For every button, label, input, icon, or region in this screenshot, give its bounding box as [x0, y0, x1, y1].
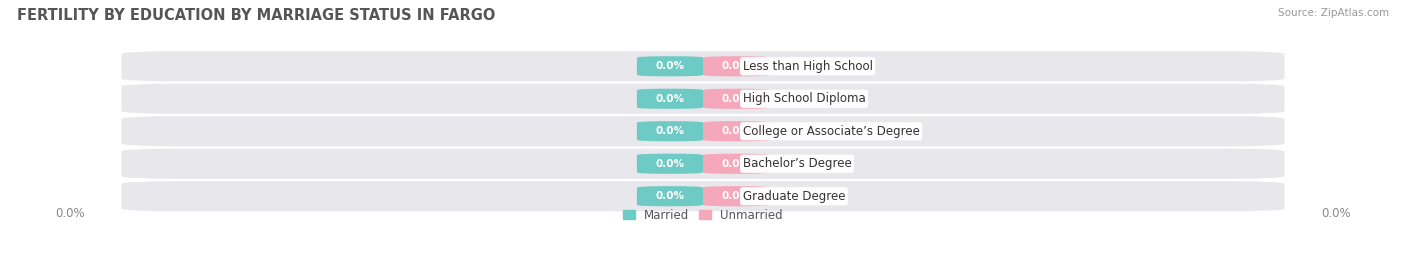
FancyBboxPatch shape [121, 181, 1285, 211]
Text: 0.0%: 0.0% [721, 61, 751, 71]
FancyBboxPatch shape [637, 89, 703, 109]
Text: 0.0%: 0.0% [721, 126, 751, 136]
Text: 0.0%: 0.0% [655, 94, 685, 104]
Text: 0.0%: 0.0% [721, 94, 751, 104]
Text: 0.0%: 0.0% [1322, 207, 1351, 220]
Text: Graduate Degree: Graduate Degree [742, 190, 845, 203]
FancyBboxPatch shape [121, 51, 1285, 82]
FancyBboxPatch shape [637, 186, 703, 206]
FancyBboxPatch shape [121, 149, 1285, 179]
Text: 0.0%: 0.0% [721, 191, 751, 201]
FancyBboxPatch shape [637, 154, 703, 174]
Text: Source: ZipAtlas.com: Source: ZipAtlas.com [1278, 8, 1389, 18]
Text: College or Associate’s Degree: College or Associate’s Degree [742, 125, 920, 138]
FancyBboxPatch shape [637, 121, 703, 141]
Legend: Married, Unmarried: Married, Unmarried [623, 208, 783, 222]
Text: 0.0%: 0.0% [655, 61, 685, 71]
FancyBboxPatch shape [703, 89, 769, 109]
FancyBboxPatch shape [637, 56, 703, 76]
FancyBboxPatch shape [703, 56, 769, 76]
Text: 0.0%: 0.0% [655, 191, 685, 201]
FancyBboxPatch shape [703, 186, 769, 206]
Text: 0.0%: 0.0% [721, 159, 751, 169]
Text: 0.0%: 0.0% [655, 126, 685, 136]
Text: FERTILITY BY EDUCATION BY MARRIAGE STATUS IN FARGO: FERTILITY BY EDUCATION BY MARRIAGE STATU… [17, 8, 495, 23]
Text: High School Diploma: High School Diploma [742, 92, 866, 105]
FancyBboxPatch shape [121, 84, 1285, 114]
Text: 0.0%: 0.0% [655, 159, 685, 169]
FancyBboxPatch shape [121, 116, 1285, 146]
Text: 0.0%: 0.0% [55, 207, 84, 220]
FancyBboxPatch shape [703, 121, 769, 141]
Text: Less than High School: Less than High School [742, 60, 873, 73]
FancyBboxPatch shape [703, 154, 769, 174]
Text: Bachelor’s Degree: Bachelor’s Degree [742, 157, 852, 170]
